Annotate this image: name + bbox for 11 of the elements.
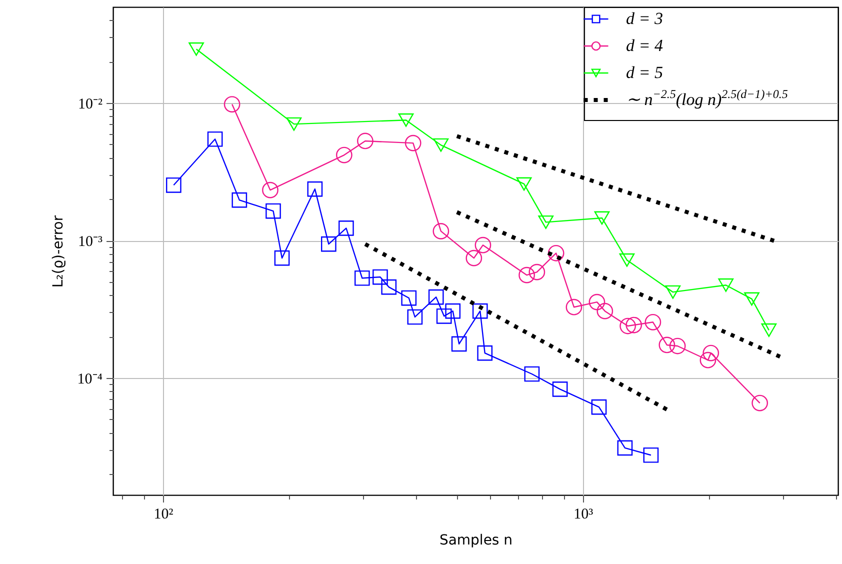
y-tick-label: 10⁻²	[78, 96, 103, 113]
legend-label: d = 4	[626, 36, 664, 55]
x-tick-label: 10³	[574, 506, 594, 522]
y-tick-label: 10⁻⁴	[77, 372, 102, 388]
legend-label: d = 5	[626, 63, 663, 82]
legend-label: d = 3	[626, 9, 663, 28]
y-axis-title: L₂(ϱ)-error	[50, 215, 66, 288]
legend-label: ∼ n$^{−2.5}$(log n)$^{2.5(d−1)+0.5}$	[626, 87, 788, 109]
y-tick-label: 10⁻³	[78, 234, 103, 250]
x-axis-title: Samples n	[439, 532, 513, 548]
x-tick-label: 10²	[154, 506, 174, 522]
